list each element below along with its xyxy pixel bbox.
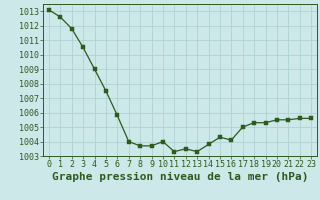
X-axis label: Graphe pression niveau de la mer (hPa): Graphe pression niveau de la mer (hPa) [52,172,308,182]
